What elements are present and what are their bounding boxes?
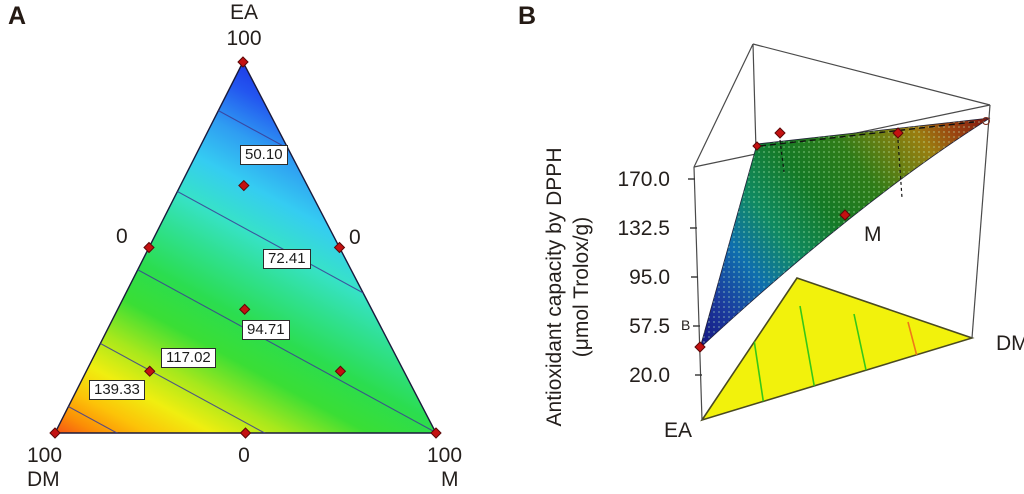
z-axis-title: Antioxidant capacity by DPPH (μmol Trolo… — [541, 107, 595, 467]
design-points — [49, 56, 442, 439]
z-tick-170: 170.0 — [617, 168, 670, 191]
z-tick-57: 57.5 — [629, 315, 670, 338]
panel-b: B Antioxidant capacity by DPPH (μmol Tro… — [512, 0, 1024, 494]
axis-ea-name: EA — [229, 1, 258, 24]
z-tick-20: 20.0 — [629, 364, 670, 387]
panel-a-letter: A — [8, 2, 27, 30]
design-point — [430, 427, 442, 439]
panel-b-letter: B — [518, 2, 537, 30]
z-axis-ticks — [688, 178, 702, 376]
design-point — [144, 365, 156, 377]
axis-right-zero-tick: 0 — [349, 226, 361, 249]
design-point — [143, 241, 155, 254]
axis-dm-name: DM — [27, 468, 60, 491]
contour-label-72: 72.41 — [263, 249, 311, 269]
contour-label-94: 94.71 — [242, 320, 290, 340]
surface-dot-texture — [700, 118, 990, 348]
ternary-plot-svg — [49, 56, 442, 439]
point-b-label: B — [681, 317, 691, 333]
floor-triangle — [700, 277, 975, 422]
corner-ea-label: EA — [664, 419, 693, 442]
prism-front-edges — [693, 104, 991, 421]
design-point — [334, 365, 347, 377]
surface-design-points — [694, 117, 990, 353]
corner-dm-label: DM — [996, 332, 1024, 355]
design-point — [49, 427, 61, 439]
axis-m-name: M — [441, 468, 459, 491]
axis-m-max-tick: 100 — [427, 444, 463, 467]
contour-label-117: 117.02 — [161, 348, 216, 368]
z-tick-132: 132.5 — [617, 217, 670, 240]
design-point — [333, 241, 346, 254]
design-point — [238, 303, 251, 316]
z-tick-95: 95.0 — [629, 266, 670, 289]
ternary-triangle — [53, 60, 438, 434]
corner-m-label: M — [864, 223, 882, 246]
design-point — [239, 427, 252, 439]
axis-ea-max-tick: 100 — [226, 27, 262, 50]
contour-label-50: 50.10 — [240, 145, 288, 165]
axis-bottom-zero-tick: 0 — [238, 444, 250, 467]
z-axis-title-line1: Antioxidant capacity by DPPH — [543, 147, 566, 427]
dashed-edges — [759, 121, 975, 199]
surface-plot-svg — [688, 43, 991, 422]
contour-label-139: 139.33 — [89, 380, 145, 400]
design-point — [237, 56, 249, 68]
panel-a: A EA 100 0 0 100 DM 0 100 M 50.10 72.41 … — [8, 1, 463, 491]
axis-left-zero-tick: 0 — [116, 225, 128, 248]
design-point — [238, 179, 250, 192]
axis-dm-max-tick: 100 — [27, 444, 63, 467]
